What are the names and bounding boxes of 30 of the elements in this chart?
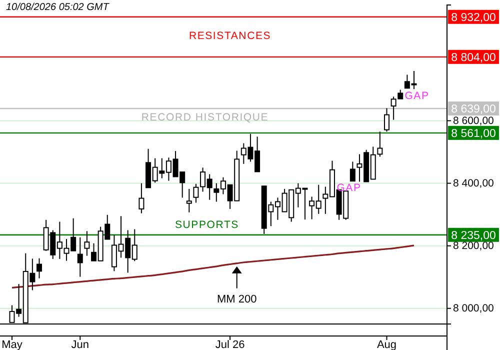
candlestick: [193, 183, 199, 204]
ref-line-label: 8 639,00: [451, 104, 496, 116]
annotation: SUPPORTS: [175, 219, 239, 231]
candlestick: [384, 108, 390, 132]
candlestick: [138, 182, 144, 214]
ref-line-label: 8 932,00: [451, 12, 496, 24]
text: MM 200: [216, 293, 257, 306]
x-tick-label: May: [2, 339, 23, 350]
y-tick-label: 8 600,00: [453, 115, 494, 128]
y-tick-label: 8 200,00: [453, 240, 494, 252]
candlestick: [377, 131, 383, 158]
candlestick: [186, 188, 192, 213]
annotation: RECORD HISTORIQUE: [141, 112, 269, 124]
annotation: RESISTANCES: [188, 30, 272, 42]
x-tick-label: Jun: [71, 339, 90, 350]
candlestick: [36, 258, 42, 279]
ref-line-label: 8 561,00: [451, 128, 496, 140]
y-tick-label: 8 000,00: [453, 302, 494, 315]
candlestick: [77, 236, 83, 278]
ref-line-label: 8 235,00: [451, 230, 496, 242]
x-tick-label: Aug: [376, 339, 397, 350]
line-series: [11, 244, 415, 289]
x-tick-label: Jul 26: [215, 339, 245, 350]
annotation: GAP: [336, 182, 362, 194]
y-tick-label: 8 400,00: [453, 178, 494, 190]
candlestick: [84, 230, 90, 256]
ref-line-label: 8 804,00: [451, 52, 496, 64]
annotation: 10/08/2026 05:02 GMT: [6, 2, 110, 13]
candlestick: [350, 161, 356, 182]
annotation: GAP: [404, 90, 430, 102]
